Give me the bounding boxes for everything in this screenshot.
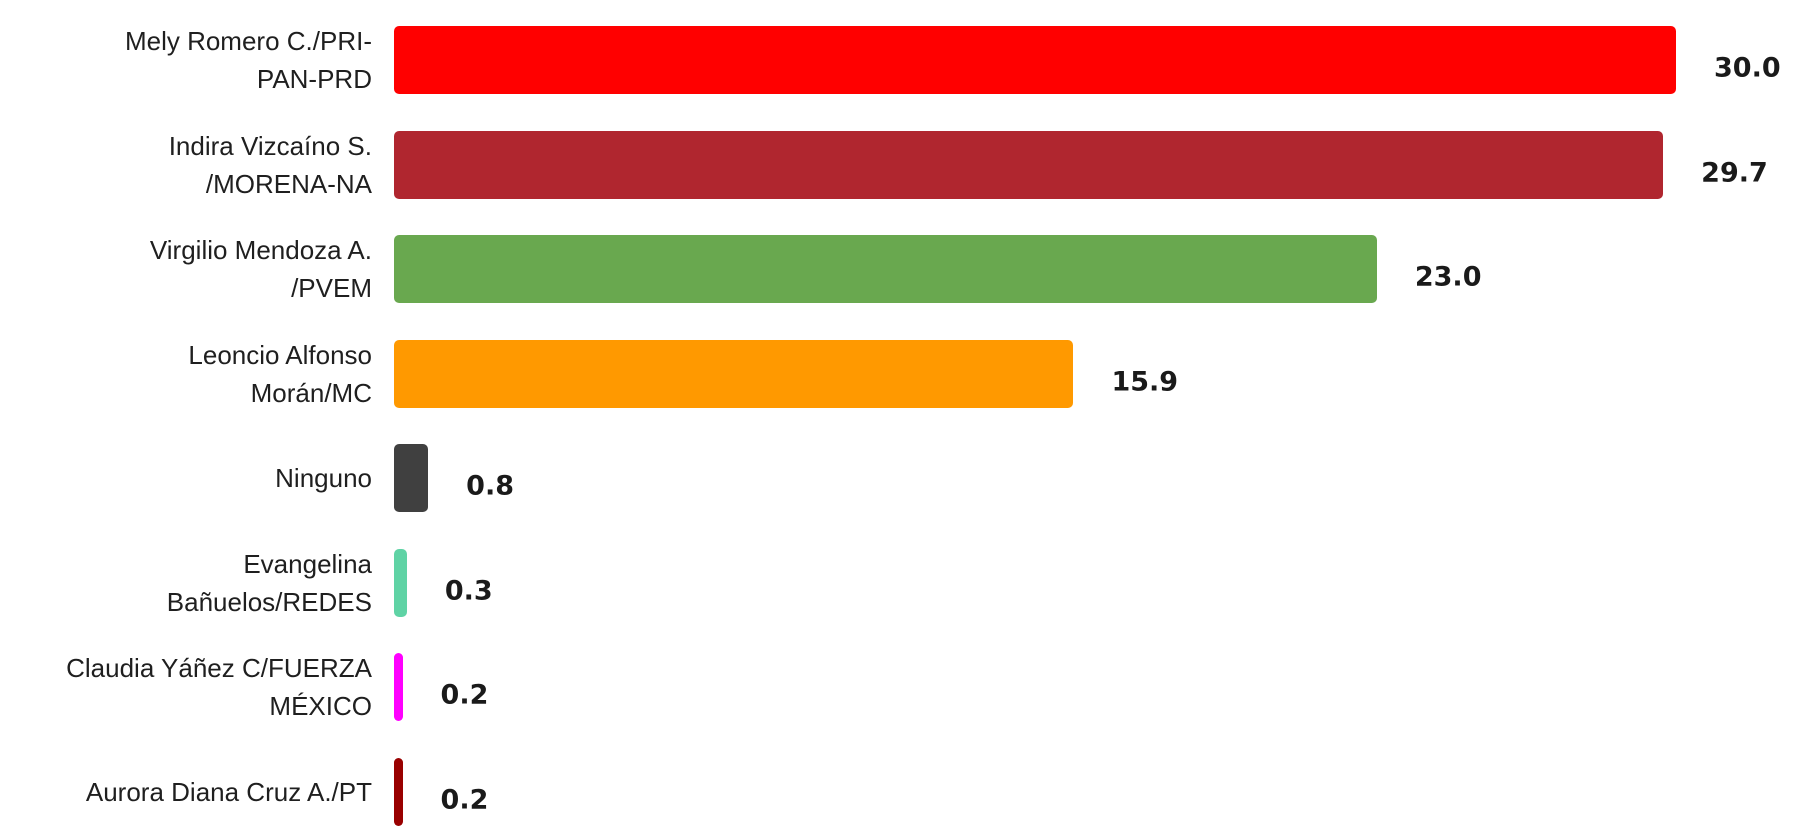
category-label: Leoncio Alfonso Morán/MC — [188, 339, 372, 408]
bar — [394, 548, 407, 617]
category-label: Aurora Diana Cruz A./PT — [85, 776, 372, 807]
bar — [394, 235, 1377, 303]
category-label: Mely Romero C./PRI- PAN-PRD — [124, 26, 372, 94]
value-label: 0.8 — [466, 470, 515, 502]
value-label: 0.2 — [440, 679, 489, 711]
value-label: 30.0 — [1714, 52, 1781, 84]
value-label: 29.7 — [1701, 157, 1768, 188]
bar — [394, 130, 1664, 199]
bar — [394, 26, 1676, 94]
bar — [394, 339, 1074, 408]
value-label: 0.2 — [440, 784, 489, 815]
category-label: Evangelina Bañuelos/REDES — [166, 548, 372, 617]
category-label: Claudia Yáñez C/FUERZA MÉXICO — [66, 653, 372, 721]
category-label: Indira Vizcaíno S. /MORENA-NA — [168, 130, 372, 199]
category-label: Virgilio Mendoza A. /PVEM — [149, 235, 372, 303]
bar — [394, 757, 403, 826]
bar — [394, 653, 403, 721]
category-label: Ninguno — [275, 463, 372, 493]
bar — [394, 444, 429, 512]
value-label: 23.0 — [1414, 261, 1482, 293]
value-label: 15.9 — [1111, 366, 1179, 397]
value-label: 0.3 — [444, 575, 493, 606]
